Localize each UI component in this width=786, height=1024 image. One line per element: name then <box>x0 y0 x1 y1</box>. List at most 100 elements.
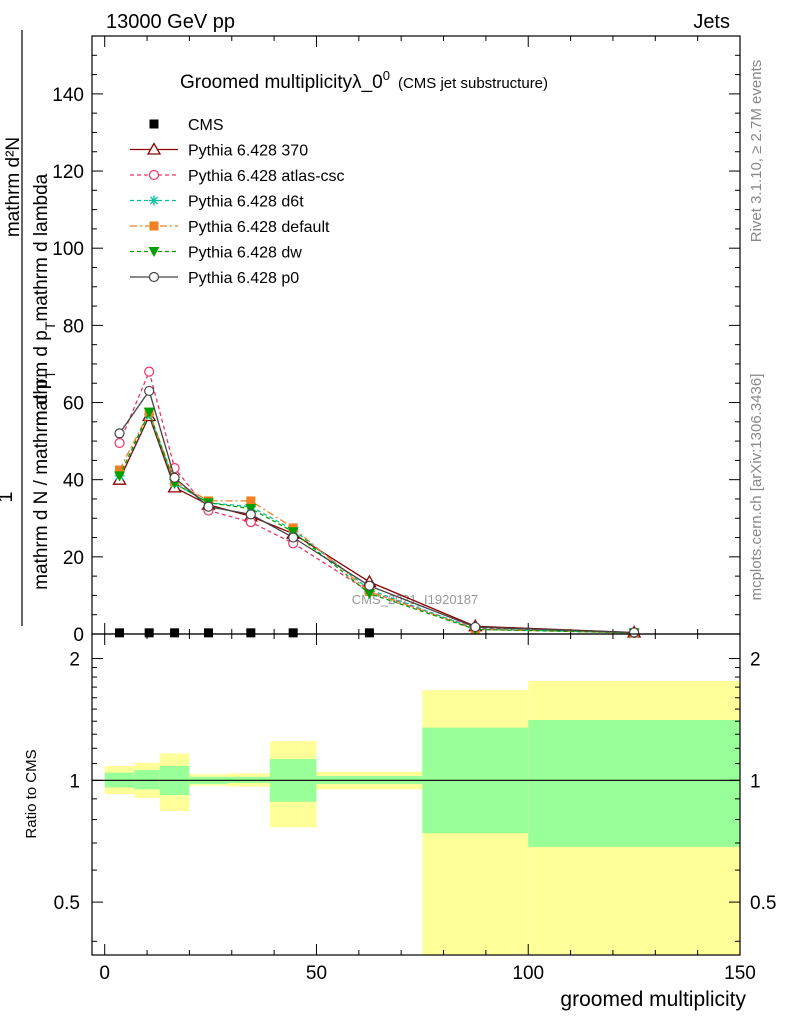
legend-entry: CMS <box>149 117 224 134</box>
legend-marker <box>148 169 160 181</box>
legend-marker <box>148 271 160 283</box>
legend-entry: Pythia 6.428 p0 <box>130 270 299 287</box>
legend-label: Pythia 6.428 d6t <box>188 194 304 211</box>
main-title: Groomed multiplicityλ_00 (CMS jet substru… <box>180 68 548 93</box>
ratio-y-tick-label: 0.5 <box>54 893 80 914</box>
data-point <box>629 627 640 638</box>
header-left-label: 13000 GeV pp <box>106 11 235 33</box>
ratio-panel-frame <box>91 633 741 956</box>
main-ylabel-denominator: mathrm d N / mathrm d pT <box>31 370 58 590</box>
main-y-tick-label: 40 <box>63 471 84 492</box>
legend-entry: Pythia 6.428 dw <box>130 245 302 262</box>
data-point <box>203 501 214 512</box>
main-series-layer <box>112 366 642 639</box>
legend-entry: Pythia 6.428 atlas-csc <box>130 168 345 185</box>
main-y-tick-label: 80 <box>63 316 84 337</box>
legend-marker <box>149 195 159 206</box>
data-point <box>288 628 298 638</box>
ratio-y-tick-label-right: 1 <box>750 771 761 792</box>
main-title-text: Groomed multiplicityλ_0 <box>180 72 383 93</box>
legend-marker <box>149 221 159 231</box>
data-point <box>144 385 155 397</box>
legend-marker <box>148 247 160 257</box>
main-ylabel-sub-b: T <box>42 321 58 330</box>
x-axis-label: groomed multiplicity <box>560 988 746 1011</box>
legend-label: Pythia 6.428 atlas-csc <box>188 168 345 185</box>
data-point <box>245 504 257 515</box>
main-y-tick-label: 100 <box>52 239 84 260</box>
legend-entry: Pythia 6.428 default <box>130 219 330 236</box>
mcplots-label: mcplots.cern.ch [arXiv:1306.3436] <box>748 374 765 601</box>
data-point <box>143 407 155 418</box>
legend-marker <box>149 119 159 129</box>
x-tick-label: 100 <box>512 963 544 984</box>
ratio-bands <box>92 681 740 955</box>
ratio-inner-band <box>528 719 740 847</box>
ratio-y-tick-label-right: 0.5 <box>750 893 776 914</box>
main-ylabel-bottom-a: mathrm d N / mathrm d p <box>31 379 52 590</box>
main-ylabel-tail: mathrm d lambda <box>31 173 52 321</box>
data-point <box>364 628 374 638</box>
ratio-y-tick-label-right: 2 <box>750 650 761 671</box>
series-pythia-6-428-p0 <box>114 385 640 638</box>
main-y-tick-label: 0 <box>73 625 84 646</box>
data-point <box>114 437 125 449</box>
main-ylabel-numerator-a: mathrm d²N <box>3 137 24 237</box>
data-point <box>114 428 125 439</box>
ratio-bin <box>422 690 529 955</box>
main-ylabel-numerator-b: mathrm d pTmathrm d lambda <box>31 173 58 426</box>
legend-entry: Pythia 6.428 d6t <box>130 194 304 211</box>
header-right-label: Jets <box>693 11 730 33</box>
ratio-y-tick-label: 2 <box>69 650 80 671</box>
legend: CMS Pythia 6.428 370 Pythia 6.428 atlas-cs… <box>130 117 345 287</box>
data-point <box>144 628 154 638</box>
legend-label: CMS <box>188 117 224 134</box>
data-point <box>246 496 256 506</box>
data-point <box>115 628 125 638</box>
data-point <box>144 366 155 377</box>
main-ylabel-sub-a: T <box>42 370 58 379</box>
data-point <box>115 465 125 475</box>
data-point <box>246 628 256 638</box>
main-y-tick-label: 120 <box>52 162 84 183</box>
main-y-axis-label: 1 mathrm d²N mathrm d pTmathrm d lambda … <box>0 30 58 626</box>
ratio-bin <box>269 741 317 828</box>
data-point <box>288 532 299 543</box>
x-tick-label: 50 <box>306 963 327 984</box>
data-point <box>470 621 481 633</box>
main-y-tick-label: 140 <box>52 85 84 106</box>
main-subtitle: (CMS jet substructure) <box>398 75 548 92</box>
ratio-panel: 0.5 0.5 1 1 2 2 0 50 100 150 <box>54 633 776 984</box>
x-tick-label: 0 <box>99 963 110 984</box>
main-title-sup: 0 <box>383 68 390 83</box>
ratio-bin <box>159 753 190 811</box>
ratio-bin <box>528 681 740 955</box>
legend-label: Pythia 6.428 dw <box>188 245 302 262</box>
legend-label: Pythia 6.428 370 <box>188 143 308 160</box>
legend-label: Pythia 6.428 default <box>188 219 330 236</box>
main-y-tick-label: 60 <box>63 394 84 415</box>
x-tick-label: 150 <box>724 963 756 984</box>
data-point <box>170 628 180 638</box>
data-point <box>287 527 299 538</box>
data-point <box>169 472 180 483</box>
main-ylabel-bottom-b: mathrm d p <box>31 330 52 426</box>
data-point <box>363 588 375 599</box>
ratio-axes: 0.5 0.5 1 1 2 2 0 50 100 150 <box>54 634 776 984</box>
series-line <box>118 412 635 634</box>
main-y-axis: 0 20 40 60 80 100 120 140 <box>52 35 741 646</box>
legend-marker <box>146 142 162 155</box>
data-point <box>203 628 213 638</box>
main-y-tick-label: 20 <box>63 548 84 569</box>
ratio-inner-band <box>134 770 160 790</box>
ratio-ylabel: Ratio to CMS <box>23 749 40 838</box>
legend-entry: Pythia 6.428 370 <box>130 142 308 160</box>
data-point <box>114 471 126 482</box>
main-ylabel-one: 1 <box>0 491 17 502</box>
data-point <box>364 580 375 591</box>
data-point <box>245 509 256 520</box>
ratio-y-tick-label: 1 <box>69 771 80 792</box>
legend-label: Pythia 6.428 p0 <box>188 270 299 287</box>
